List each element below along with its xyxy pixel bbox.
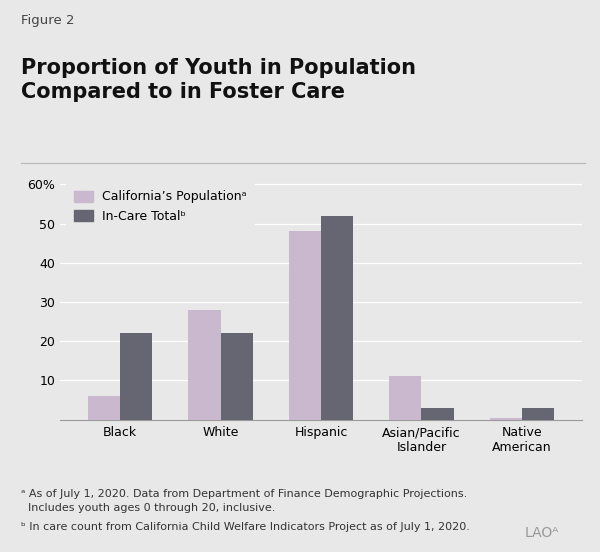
Text: ᵇ In care count from California Child Welfare Indicators Project as of July 1, 2: ᵇ In care count from California Child We… bbox=[21, 522, 470, 532]
Bar bbox=[421, 408, 454, 420]
Bar bbox=[221, 333, 253, 420]
Bar bbox=[389, 376, 421, 420]
Text: Figure 2: Figure 2 bbox=[21, 14, 74, 27]
Bar bbox=[321, 216, 353, 420]
Bar bbox=[289, 231, 321, 420]
Text: LAOᴬ: LAOᴬ bbox=[525, 526, 559, 539]
Bar bbox=[88, 396, 120, 420]
Bar bbox=[522, 408, 554, 420]
Legend: California’s Populationᵃ, In-Care Totalᵇ: California’s Populationᵃ, In-Care Totalᵇ bbox=[66, 183, 254, 230]
Bar bbox=[490, 417, 522, 420]
Bar bbox=[188, 310, 221, 420]
Bar bbox=[120, 333, 152, 420]
Text: Proportion of Youth in Population
Compared to in Foster Care: Proportion of Youth in Population Compar… bbox=[21, 58, 416, 102]
Text: ᵃ As of July 1, 2020. Data from Department of Finance Demographic Projections.
 : ᵃ As of July 1, 2020. Data from Departme… bbox=[21, 489, 467, 512]
